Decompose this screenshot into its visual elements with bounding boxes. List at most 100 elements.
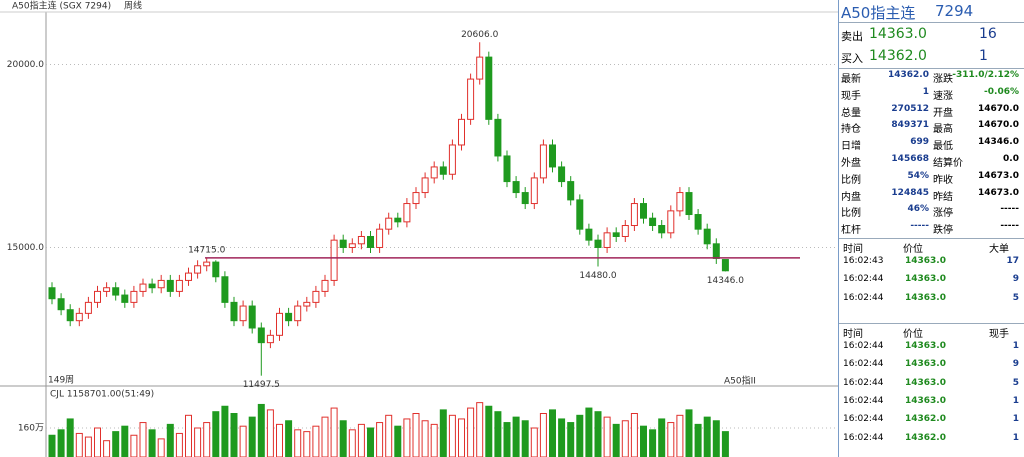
sep [839,68,1024,69]
volume-bar [485,405,493,457]
quote-qty: 1 [979,48,988,64]
volume-bar [594,411,602,457]
trade-price: 14363.0 [905,359,946,370]
volume-tick-label: 160万 [18,424,44,434]
candle-body [239,305,247,322]
quote-panel: A50指主连 7294 卖出 14363.0 16 买入 14362.0 1 最新 14362.0… [838,0,1024,457]
volume-bar [694,423,702,457]
volume-bar [357,423,365,457]
table-header: 时间 [843,329,863,340]
candle-body [640,203,647,219]
trade-time: 16:02:44 [843,377,884,388]
volume-bar [112,431,120,457]
price-annotation: 14715.0 [188,245,225,255]
stat-label: 结算价 [933,158,963,169]
candle-body [594,239,602,248]
candle-body [248,305,256,329]
candle-body [585,228,593,241]
stat-value: -0.06% [984,86,1019,97]
quote-label: 卖出 [841,30,863,43]
volume-bar [412,413,420,457]
candle-body [685,192,693,216]
trade-qty: 1 [1012,395,1019,406]
volume-bar [649,429,657,457]
volume-bar [321,416,329,457]
stat-label: 比例 [841,208,861,220]
candle-body [439,166,447,175]
volume-bar [603,416,611,457]
volume-bar [521,420,529,457]
stat-label: 最低 [933,141,953,153]
sep [839,238,1024,239]
chart: A50指主连 (SGX 7294) 周线 149周 A50指II CJL 115… [0,0,838,457]
candle-body [521,192,529,205]
candle-body [703,228,711,245]
volume-bar [658,418,666,457]
stat-value: 14673.0 [978,170,1019,181]
stat-label: 外盘 [841,158,861,169]
volume-bar [367,427,374,457]
candle-body [266,334,274,344]
stat-label: 昨结 [933,191,953,203]
trade-qty: 17 [1006,256,1019,266]
trade-qty: 9 [1012,359,1019,370]
stat-label: 速涨 [933,90,953,102]
candle-body [676,192,684,212]
trade-price: 14362.0 [905,414,946,425]
volume-bar [130,434,138,457]
period-selector[interactable]: 周线 [124,0,142,12]
volume-bar [303,431,311,457]
candle-body [367,235,374,248]
candle-body [530,177,538,205]
watermark: A50指II [724,375,756,387]
stat-value: 0.0 [1003,154,1019,164]
candle-body [403,203,411,223]
table-header: 价位 [903,244,923,255]
candle-body [712,243,720,259]
trade-price: 14363.0 [905,395,946,406]
trade-time: 16:02:44 [843,432,884,443]
candle-body [658,225,666,234]
candle-body [330,239,338,281]
volume-bar [57,429,65,457]
candle-body [630,203,638,227]
stat-value: 14673.0 [978,187,1019,198]
volume-bar [612,423,620,457]
stat-value: 124845 [891,187,929,198]
stat-value: 849371 [891,120,929,131]
candle-body [421,177,429,194]
candle-body [121,294,129,303]
volume-bar [175,432,183,457]
trade-price: 14363.0 [905,292,946,303]
volume-bar [66,418,74,457]
candle-body [476,56,484,80]
quote-price: 14363.0 [869,26,927,42]
trade-time: 16:02:44 [843,359,884,370]
candle-body [57,298,65,311]
volume-bar [439,409,447,457]
quote-price: 14362.0 [869,48,927,64]
trade-price: 14362.0 [905,432,946,443]
table-header: 现手 [989,329,1009,340]
volume-bar [194,427,202,457]
candle-body [312,290,320,303]
trade-price: 14363.0 [905,341,946,351]
volume-bar [257,403,265,457]
volume-bar [476,402,484,457]
quote-qty: 16 [979,26,997,42]
candle-body [212,261,220,278]
trade-time: 16:02:43 [843,256,884,266]
volume-bar [621,420,629,457]
volume-bar [230,413,238,457]
period-label: 149周 [48,375,74,386]
trade-time: 16:02:44 [843,274,884,285]
volume-bar [166,423,174,457]
stat-label: 最高 [933,124,953,136]
volume-bar [512,416,520,457]
candle-body [458,118,465,146]
candle-body [112,287,120,296]
stat-label: 昨收 [933,174,953,186]
candle-body [621,225,629,237]
volume-bar [721,431,729,457]
candle-body [385,217,393,230]
